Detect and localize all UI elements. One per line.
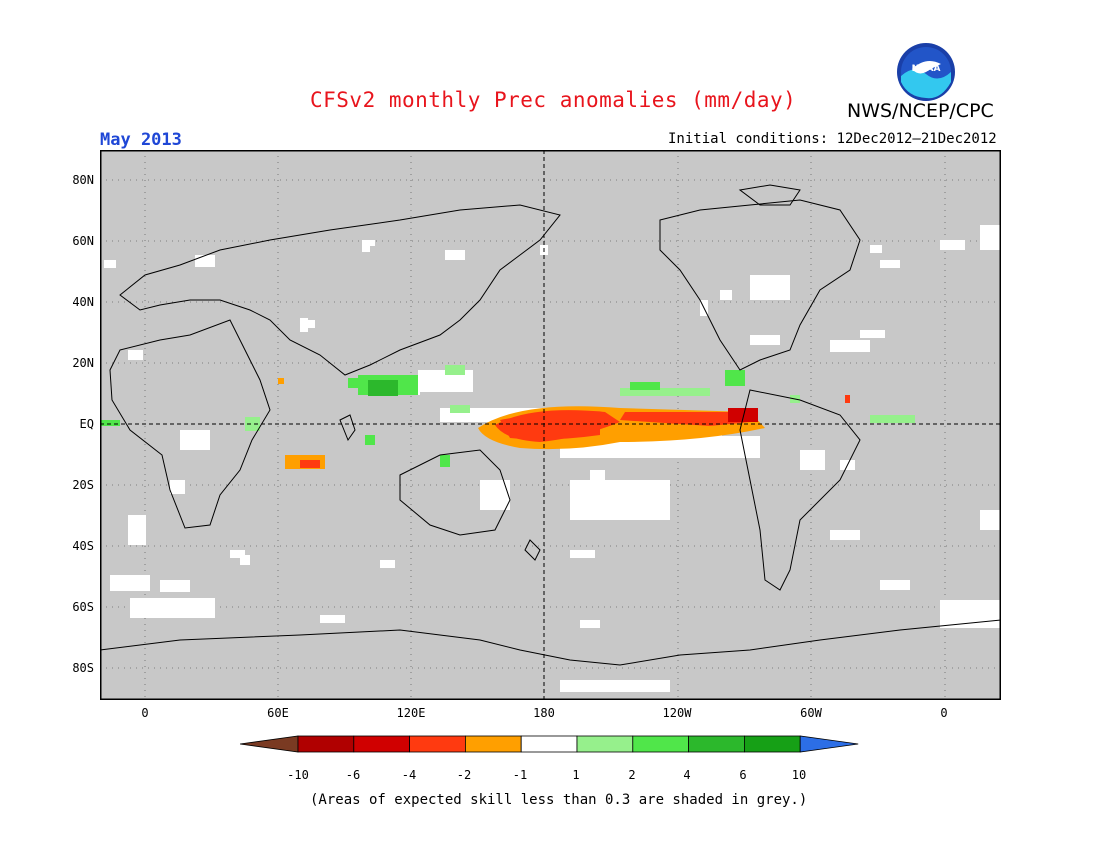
colorbar-tick-label: 2 bbox=[628, 768, 636, 782]
lon-label-120w: 120W bbox=[662, 706, 692, 720]
lat-label-80s: 80S bbox=[72, 661, 94, 675]
precip-anomaly-map bbox=[100, 150, 1001, 700]
colorbar-bin bbox=[409, 735, 466, 753]
lon-label-120e: 120E bbox=[396, 706, 426, 720]
lat-label-eq: EQ bbox=[79, 417, 94, 431]
lon-label-180: 180 bbox=[533, 706, 555, 720]
colorbar-bin bbox=[464, 735, 522, 753]
target-month: May 2013 bbox=[100, 130, 182, 150]
lat-label-60n: 60N bbox=[72, 234, 94, 248]
lat-label-40n: 40N bbox=[72, 295, 94, 309]
colorbar-tick-label: -6 bbox=[345, 768, 361, 782]
negative-anomaly-band bbox=[278, 378, 850, 469]
colorbar bbox=[240, 735, 859, 753]
colorbar-bin bbox=[520, 735, 578, 753]
lon-label-60e: 60E bbox=[267, 706, 289, 720]
lat-label-80n: 80N bbox=[72, 173, 94, 187]
colorbar-bin bbox=[576, 735, 634, 753]
colorbar-bin bbox=[743, 735, 801, 753]
colorbar-bin bbox=[688, 735, 745, 753]
noaa-logo: NOAA bbox=[896, 42, 956, 102]
lat-label-60s: 60S bbox=[72, 600, 94, 614]
colorbar-tick-label: 10 bbox=[791, 768, 807, 782]
colorbar-tick-label: 6 bbox=[739, 768, 747, 782]
colorbar-tick-label: -2 bbox=[456, 768, 472, 782]
map-frame bbox=[100, 150, 1001, 700]
colorbar-tick-label: -1 bbox=[512, 768, 528, 782]
colorbar-tick-label: 4 bbox=[683, 768, 691, 782]
colorbar-bin bbox=[632, 735, 689, 753]
colorbar-arrow-low bbox=[240, 735, 299, 753]
colorbar-tick-label: 1 bbox=[572, 768, 580, 782]
logo-text: NOAA bbox=[912, 64, 941, 74]
lat-lon-grid bbox=[100, 150, 1001, 700]
chart-title: CFSv2 monthly Prec anomalies (mm/day) bbox=[310, 88, 797, 112]
coastlines bbox=[100, 184, 1001, 666]
colorbar-bin bbox=[353, 735, 411, 753]
colorbar-bin bbox=[297, 735, 355, 753]
initial-conditions: Initial conditions: 12Dec2012–21Dec2012 bbox=[668, 131, 997, 147]
positive-anomaly-patches bbox=[100, 365, 915, 467]
lat-label-20n: 20N bbox=[72, 356, 94, 370]
lat-label-40s: 40S bbox=[72, 539, 94, 553]
colorbar-tick-label: -4 bbox=[401, 768, 417, 782]
agency-label: NWS/NCEP/CPC bbox=[847, 100, 994, 122]
colorbar-tick-label: -10 bbox=[287, 768, 309, 782]
lon-label-60w: 60W bbox=[800, 706, 822, 720]
footnote: (Areas of expected skill less than 0.3 a… bbox=[310, 792, 808, 808]
lon-label-0: 0 bbox=[141, 706, 149, 720]
colorbar-arrow-high bbox=[799, 735, 859, 753]
lon-label-0-east: 0 bbox=[940, 706, 948, 720]
lat-label-20s: 20S bbox=[72, 478, 94, 492]
